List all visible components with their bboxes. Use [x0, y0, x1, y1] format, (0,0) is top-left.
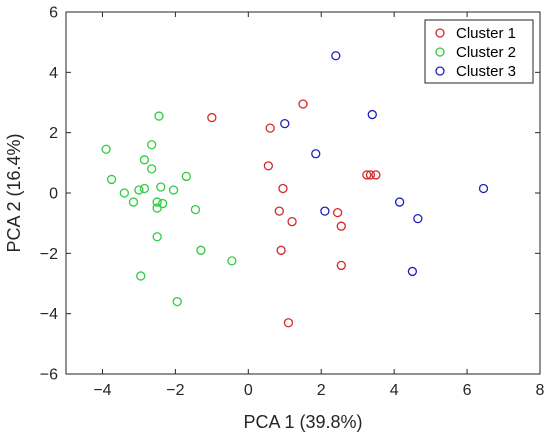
data-point	[367, 109, 377, 120]
data-point	[106, 174, 117, 185]
data-point	[136, 271, 146, 281]
data-point	[276, 245, 286, 255]
data-point	[156, 182, 166, 192]
y-tick-label: 6	[49, 5, 58, 22]
data-point	[128, 197, 139, 207]
data-point	[152, 232, 162, 242]
data-point	[181, 171, 191, 182]
data-point	[394, 197, 405, 207]
data-point	[413, 213, 423, 224]
data-point	[196, 245, 206, 255]
data-point	[147, 140, 157, 150]
data-point	[283, 318, 294, 328]
data-point	[365, 170, 376, 180]
x-tick-label: 8	[536, 382, 545, 399]
data-point	[478, 183, 489, 194]
data-point	[278, 183, 288, 194]
data-point	[320, 206, 330, 216]
plot-frame	[65, 11, 541, 375]
data-point	[152, 197, 162, 207]
y-tick-label: 2	[49, 125, 58, 142]
data-point	[147, 164, 157, 174]
y-tick-label: 4	[49, 65, 58, 82]
legend-label: Cluster 1	[456, 25, 516, 42]
data-point	[139, 183, 150, 194]
data-point	[154, 111, 164, 121]
x-tick-label: −4	[93, 382, 111, 399]
y-tick-label: −2	[40, 246, 58, 263]
data-point	[287, 217, 297, 227]
data-point	[134, 185, 144, 195]
x-tick-label: 6	[463, 382, 472, 399]
data-point	[207, 112, 217, 123]
y-tick-label: 0	[49, 186, 58, 203]
data-point	[311, 149, 321, 159]
data-point	[139, 155, 150, 165]
data-point	[265, 123, 275, 133]
data-point	[190, 204, 201, 215]
data-point	[336, 260, 346, 271]
data-point	[168, 185, 179, 195]
x-tick-label: 0	[244, 382, 253, 399]
x-tick-label: 4	[390, 382, 399, 399]
data-point	[332, 207, 343, 218]
data-point	[263, 161, 274, 171]
y-axis-title: PCA 2 (16.4%)	[4, 133, 24, 252]
data-point	[280, 118, 290, 129]
data-point	[157, 198, 168, 209]
legend-marker	[435, 66, 445, 76]
legend-marker	[435, 28, 445, 38]
data-point	[331, 51, 341, 61]
legend-label: Cluster 2	[456, 44, 516, 61]
legend: Cluster 1 Cluster 2 Cluster 3	[424, 19, 534, 84]
legend-marker	[435, 47, 445, 57]
data-point	[227, 256, 237, 266]
data-point	[274, 206, 284, 216]
data-point	[336, 221, 346, 231]
data-point	[119, 188, 129, 198]
series-3	[280, 51, 489, 277]
data-point	[371, 170, 381, 180]
y-tick-label: −4	[40, 306, 58, 323]
data-point	[101, 144, 111, 154]
legend-label: Cluster 3	[456, 63, 516, 80]
x-tick-label: 2	[317, 382, 326, 399]
data-point	[298, 99, 308, 109]
data-point	[152, 203, 162, 213]
x-tick-label: −2	[166, 382, 184, 399]
data-points	[101, 51, 489, 328]
data-point	[172, 296, 182, 307]
series-1	[207, 99, 381, 328]
data-point	[407, 266, 418, 277]
y-tick-label: −6	[40, 367, 58, 384]
data-point	[362, 170, 372, 180]
x-axis-title: PCA 1 (39.8%)	[243, 412, 362, 432]
series-2	[101, 111, 237, 307]
